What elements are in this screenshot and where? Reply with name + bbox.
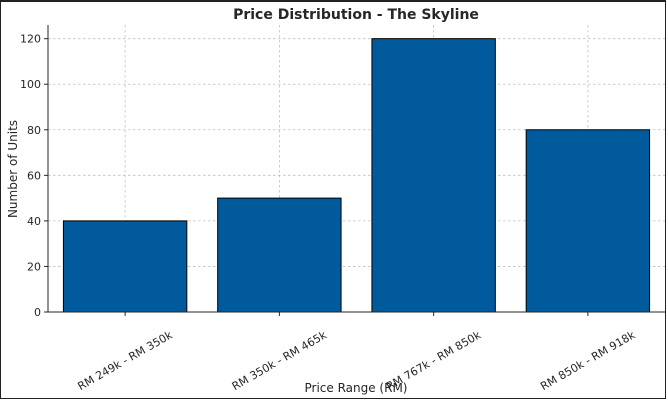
x-tick-label: RM 249k - RM 350k — [75, 328, 175, 393]
bar — [217, 197, 342, 313]
y-tick-label: 100 — [20, 78, 41, 91]
bars — [62, 38, 651, 313]
bar — [371, 38, 496, 313]
y-tick-label: 120 — [20, 33, 41, 46]
y-axis-label: Number of Units — [6, 120, 20, 218]
y-tick-label: 60 — [27, 169, 41, 182]
y-tick-label: 80 — [27, 124, 41, 137]
chart-title: Price Distribution - The Skyline — [233, 7, 479, 23]
y-tick-label: 0 — [34, 306, 41, 319]
y-tick-label: 20 — [27, 260, 41, 273]
y-tick-label: 40 — [27, 215, 41, 228]
x-axis-label: Price Range (RM) — [305, 381, 408, 395]
y-ticks: 0 20 40 60 80 100 120 — [20, 33, 48, 319]
x-tick-label: RM 850k - RM 918k — [538, 328, 638, 393]
bar — [525, 129, 651, 313]
axes — [47, 25, 665, 313]
bar — [62, 220, 188, 313]
